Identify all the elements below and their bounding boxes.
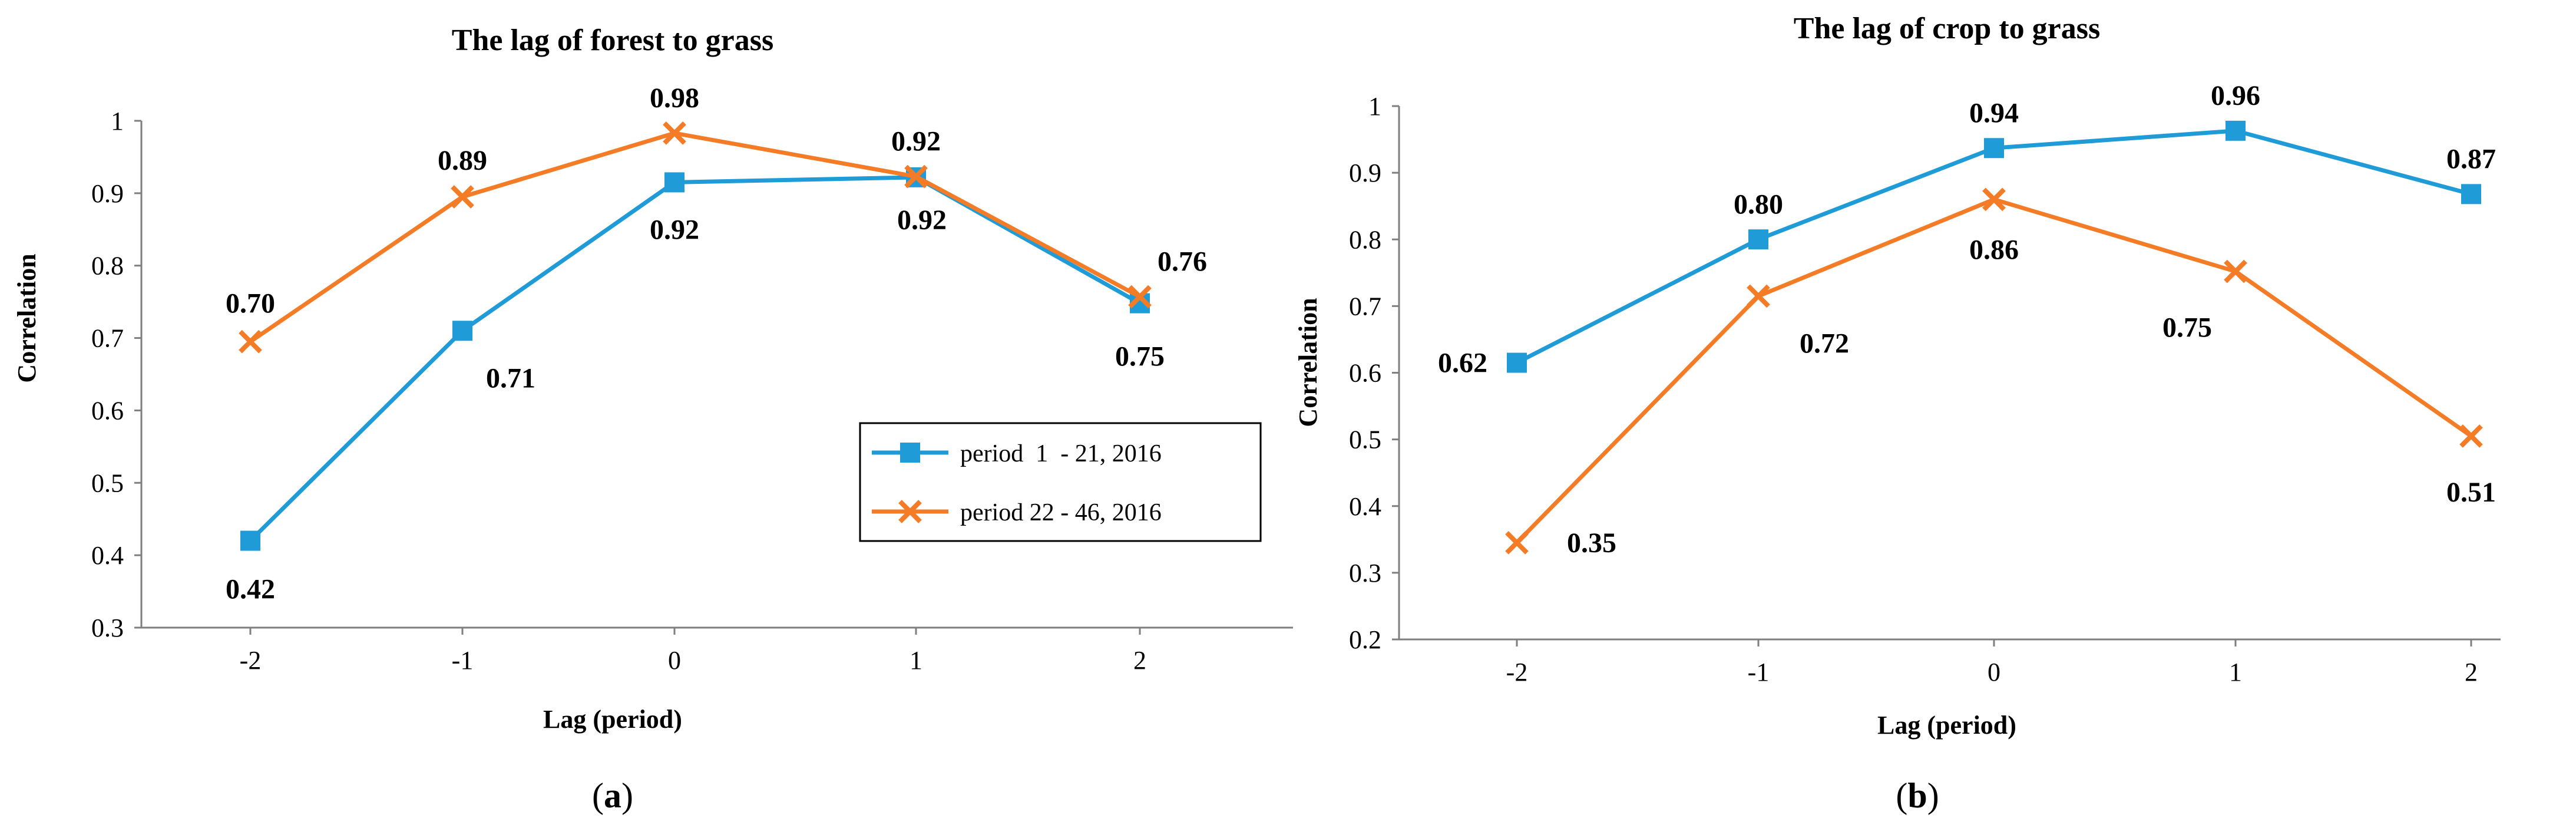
- x-tick-label: -2: [1506, 658, 1528, 687]
- x-tick-label: -1: [1748, 658, 1770, 687]
- data-label-series-2: 0.75: [2162, 312, 2212, 344]
- y-tick-label: 0.2: [1349, 625, 1381, 654]
- chart-panel-b: The lag of crop to grass 0.2 0.3 0.4 0.5 0.6…: [1294, 12, 2501, 815]
- data-labels: 0.62 0.80 0.94 0.96 0.87 0.35 0.72 0.86 0.75 0.51: [1438, 80, 2496, 559]
- data-point-series-2: [1128, 285, 1152, 309]
- data-point-series-2: [904, 164, 928, 189]
- data-point-series-1: [2461, 184, 2481, 204]
- x-tick-label: -2: [240, 646, 262, 675]
- x-tick-label: 1: [2229, 658, 2242, 687]
- data-point-series-2: [1747, 284, 1770, 308]
- data-point-series-2: [1505, 531, 1529, 555]
- caption-letter: a: [604, 776, 621, 815]
- data-label-series-1: 0.62: [1438, 348, 1487, 379]
- data-label-series-2: 0.86: [1969, 234, 2019, 265]
- y-tick-label: 0.9: [91, 179, 124, 208]
- x-tick-label: 2: [2465, 658, 2478, 687]
- data-point-series-2: [239, 329, 262, 354]
- data-point-series-1: [1507, 352, 1527, 373]
- x-tick-label: -1: [452, 646, 474, 675]
- data-point-series-1: [1984, 138, 2004, 159]
- tick-labels: 0.3 0.4 0.5 0.6 0.7 0.8 0.9 1 -2 -1 0 1 2: [91, 107, 1146, 675]
- data-labels: 0.42 0.71 0.92 0.92 0.75 0.70 0.89 0.98 0.92 0.76: [226, 83, 1207, 605]
- axes: [134, 120, 1293, 635]
- y-tick-label: 1: [111, 107, 124, 136]
- data-point-series-1: [664, 172, 684, 193]
- y-tick-label: 0.8: [1349, 225, 1381, 254]
- series-layer: [239, 121, 1152, 551]
- x-tick-label: 2: [1133, 646, 1146, 675]
- caption-open-paren: (: [1896, 776, 1907, 815]
- data-label-series-2: 0.72: [1800, 328, 1849, 359]
- chart-title: The lag of crop to grass: [1794, 12, 2100, 45]
- caption-close-paren: ): [1927, 776, 1939, 815]
- y-tick-label: 0.7: [91, 324, 124, 353]
- legend-marker-series-2: [898, 500, 922, 523]
- data-label-series-1: 0.80: [1734, 189, 1783, 220]
- y-tick-label: 0.6: [1349, 359, 1381, 388]
- data-label-series-2: 0.98: [650, 83, 699, 114]
- legend-label-series-2: period 22 - 46, 2016: [960, 499, 1162, 526]
- y-axis-label: Correlation: [1294, 298, 1322, 427]
- data-label-series-2: 0.92: [891, 126, 941, 157]
- data-point-series-1: [2226, 120, 2246, 141]
- x-axis-label: Lag (period): [1877, 711, 2016, 740]
- panel-caption-a: (a): [592, 776, 633, 815]
- data-label-series-2: 0.89: [438, 145, 487, 176]
- legend-marker-series-1: [900, 443, 920, 463]
- y-tick-label: 0.7: [1349, 292, 1381, 321]
- y-tick-label: 0.4: [1349, 492, 1381, 521]
- data-label-series-1: 0.71: [486, 362, 535, 394]
- data-point-series-1: [452, 321, 472, 341]
- data-point-series-2: [2224, 259, 2247, 283]
- caption-letter: b: [1907, 776, 1927, 815]
- axes: [1392, 105, 2501, 646]
- data-point-series-2: [1982, 187, 2006, 212]
- data-label-series-1: 0.96: [2211, 80, 2260, 111]
- data-label-series-1: 0.87: [2446, 143, 2496, 174]
- panel-caption-b: (b): [1896, 776, 1939, 815]
- y-tick-label: 0.4: [91, 541, 124, 570]
- data-point-series-2: [451, 185, 474, 209]
- y-tick-label: 0.5: [91, 469, 124, 497]
- data-label-series-1: 0.94: [1969, 97, 2019, 128]
- y-axis-label: Correlation: [12, 253, 41, 382]
- x-tick-label: 0: [1988, 658, 2000, 687]
- y-tick-label: 0.5: [1349, 425, 1381, 454]
- legend-label-series-1: period 1 - 21, 2016: [960, 440, 1162, 467]
- chart-panel-a: The lag of forest to grass 0.30.40.50.60…: [12, 24, 1293, 815]
- x-axis-label: Lag (period): [543, 705, 682, 734]
- legend: period 1 - 21, 2016 period 22 - 46, 2016: [859, 422, 1262, 542]
- data-point-series-1: [1748, 229, 1768, 250]
- tick-labels: 0.2 0.3 0.4 0.5 0.6 0.7 0.8 0.9 1 -2 -1 0 1 2: [1349, 92, 2478, 687]
- data-label-series-1: 0.92: [897, 204, 947, 236]
- data-point-series-2: [2459, 424, 2483, 448]
- data-label-series-1: 0.92: [650, 214, 699, 245]
- x-tick-label: 0: [668, 646, 681, 675]
- data-point-series-1: [240, 530, 260, 551]
- x-tick-label: 1: [910, 646, 922, 675]
- data-label-series-2: 0.35: [1567, 527, 1616, 559]
- data-label-series-1: 0.42: [226, 574, 275, 605]
- data-point-series-2: [663, 121, 686, 145]
- y-tick-label: 0.8: [91, 252, 124, 281]
- data-label-series-1: 0.75: [1115, 341, 1165, 372]
- data-label-series-2: 0.76: [1158, 246, 1207, 278]
- data-label-series-2: 0.51: [2446, 477, 2496, 508]
- y-tick-label: 0.6: [91, 396, 124, 425]
- y-tick-label: 1: [1368, 92, 1381, 121]
- caption-open-paren: (: [592, 776, 604, 815]
- y-tick-label: 0.3: [91, 613, 124, 642]
- y-tick-label: 0.3: [1349, 559, 1381, 588]
- series-layer: [1505, 120, 2483, 555]
- chart-title: The lag of forest to grass: [452, 24, 773, 57]
- caption-close-paren: ): [621, 776, 633, 815]
- legend-box: [859, 422, 1262, 542]
- y-tick-label: 0.9: [1349, 159, 1381, 187]
- data-label-series-2: 0.70: [226, 288, 275, 319]
